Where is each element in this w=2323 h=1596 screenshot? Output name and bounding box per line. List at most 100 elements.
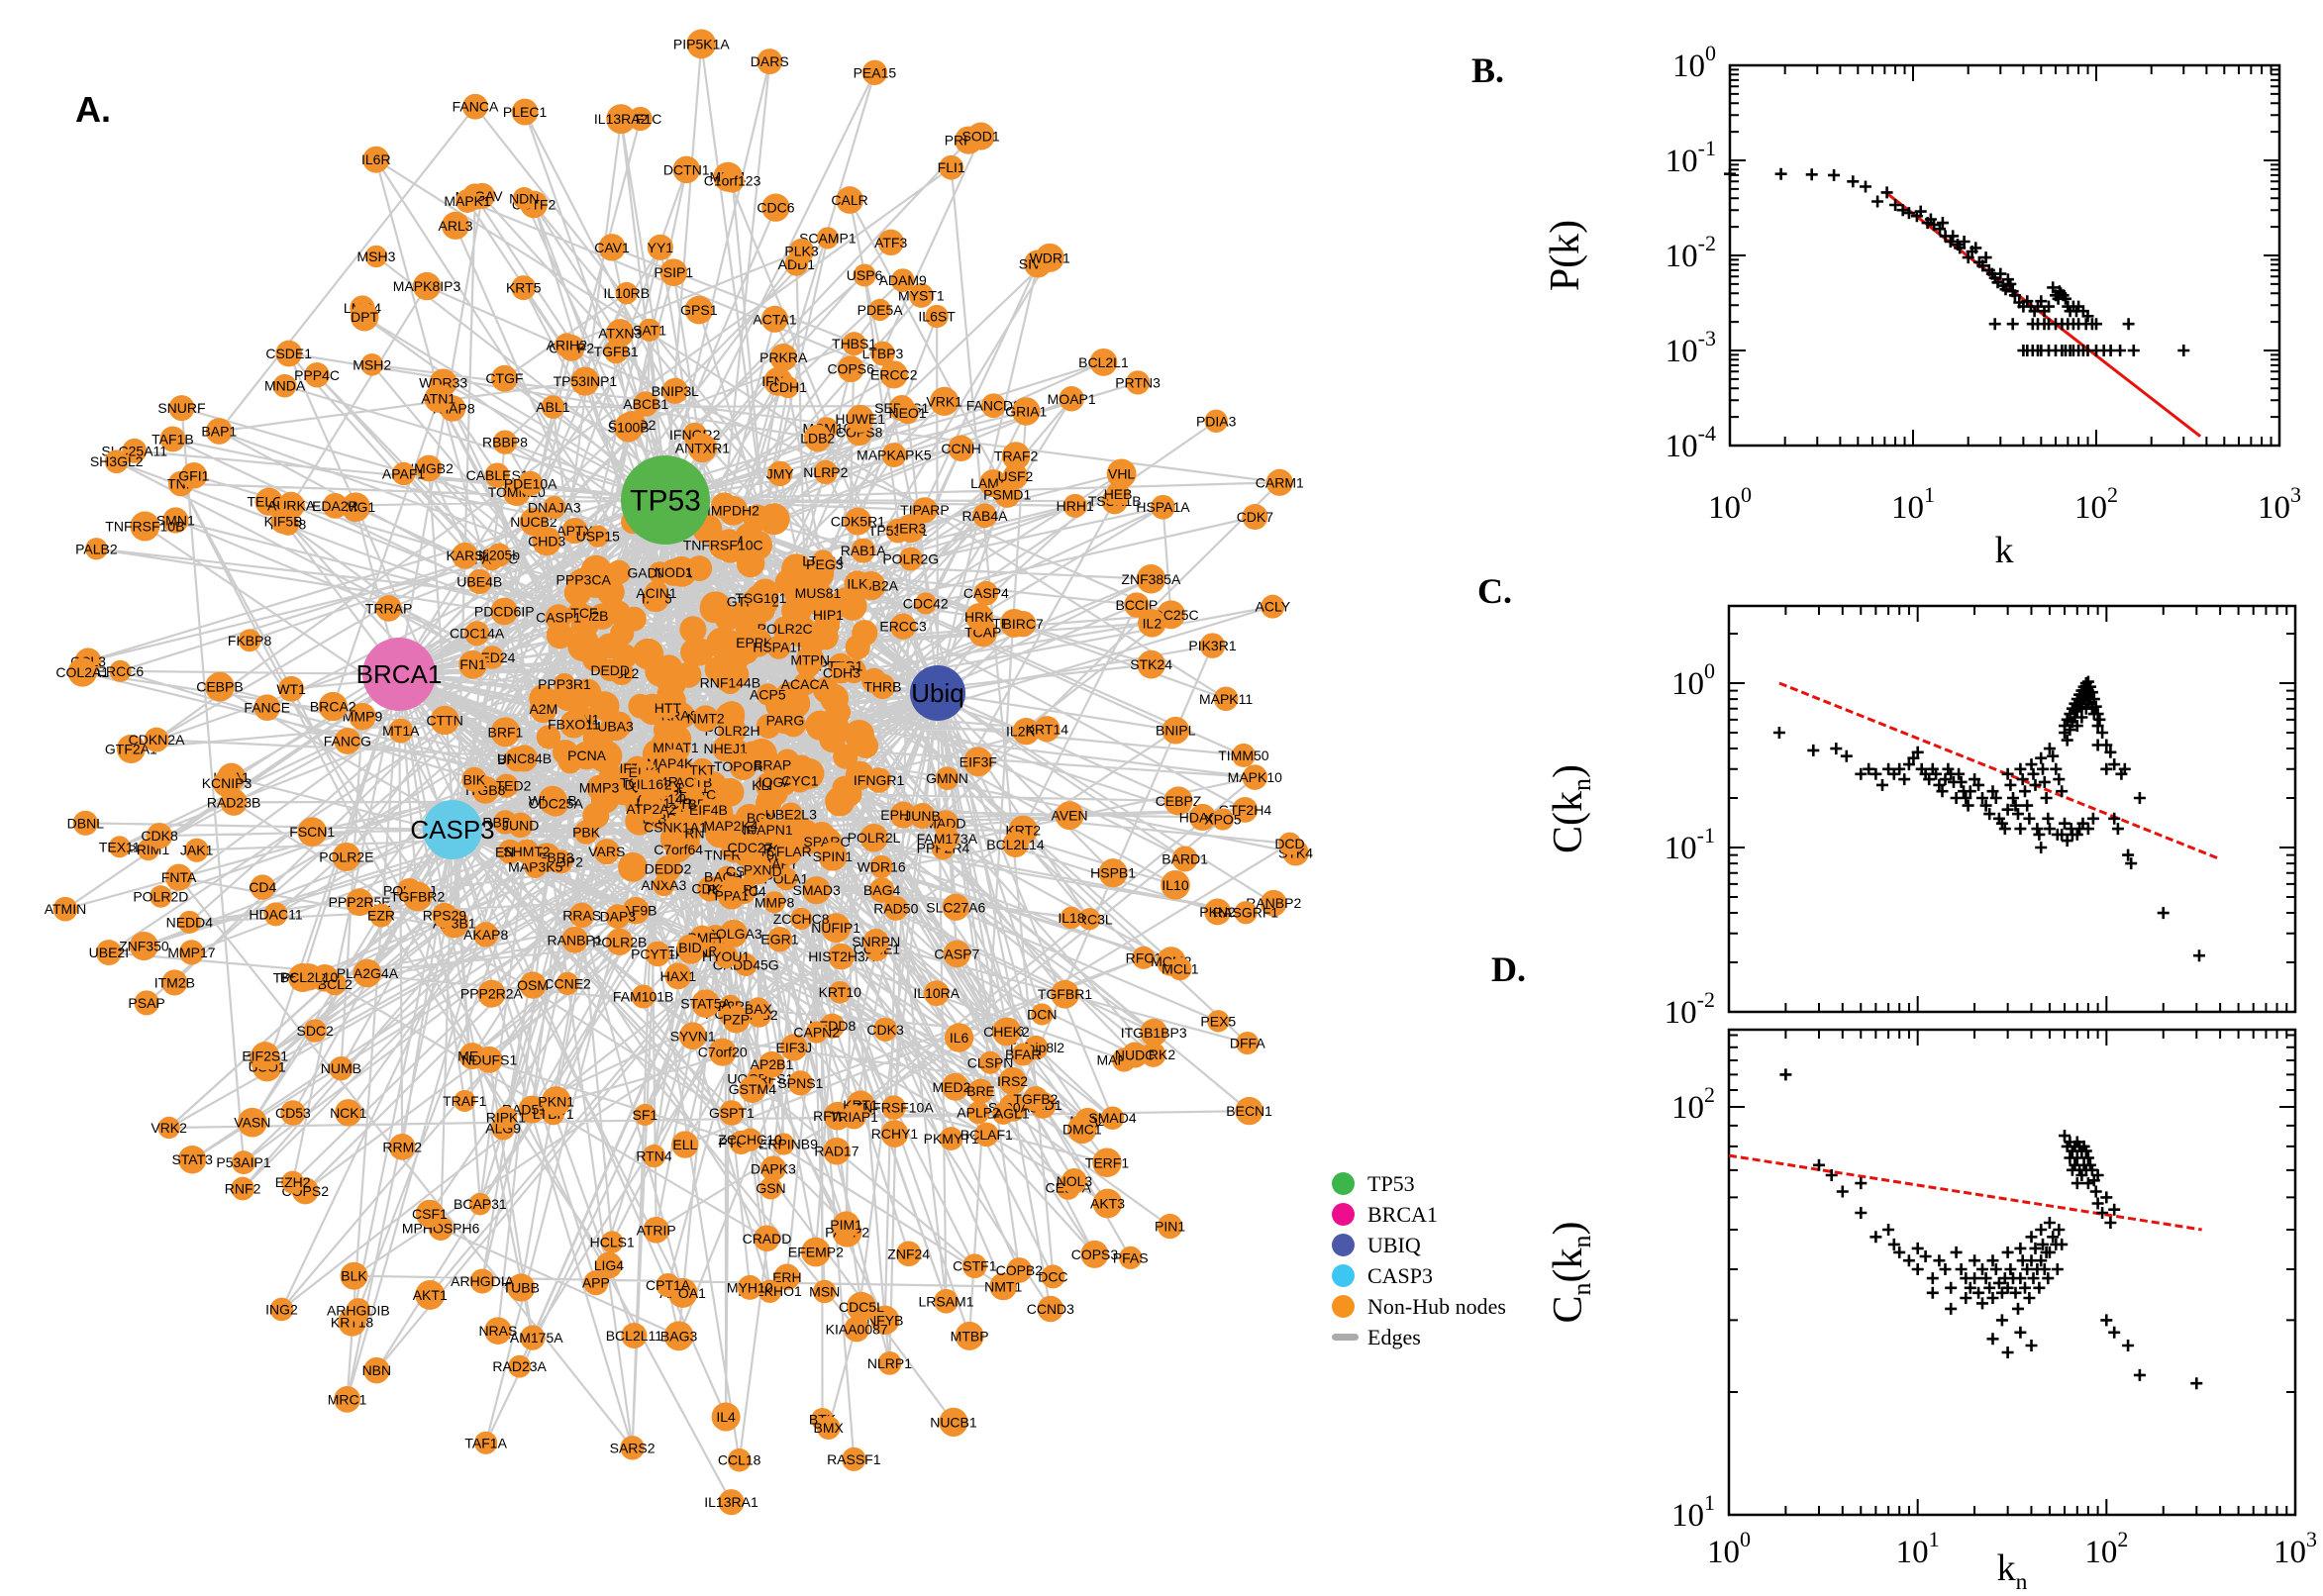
node-label: NOD1 (655, 564, 693, 580)
network-node: MYH10 (727, 1274, 773, 1300)
node-label: BFAR (1005, 1047, 1042, 1062)
network-node: KARS (446, 542, 484, 569)
network-node: ITM2B (154, 969, 195, 996)
node-label: CCL18 (718, 1452, 761, 1468)
node-label: KIAA0087 (826, 1321, 888, 1337)
network-node: VARS (588, 839, 625, 865)
node-label: PLAGL1 (977, 1106, 1030, 1122)
network-node: GMNN (926, 766, 968, 790)
node-label: JUNB (904, 808, 941, 824)
network-node: JMY (766, 460, 795, 487)
node-label: CASP1 (536, 610, 581, 626)
node-label: SNRPN (852, 934, 900, 949)
node-label: LTBP3 (862, 346, 904, 361)
node-label: CAPN2 (793, 1025, 840, 1041)
node-label: PFAS (1113, 1249, 1149, 1265)
network-node: CDK5R1 (831, 507, 885, 536)
node-label: AKT1 (413, 1287, 448, 1303)
network-node: BAG4 (863, 877, 900, 903)
node-label: CRADD (743, 1231, 792, 1247)
network-node: PIN1 (1155, 1213, 1185, 1240)
network-node: FKBP8 (228, 629, 271, 652)
network-node (618, 851, 648, 882)
network-node: THRB (863, 673, 901, 700)
node-label: SDC2 (296, 1023, 334, 1039)
network-node: TGFBR1 (1038, 979, 1092, 1009)
node-label: ARL3 (439, 218, 473, 234)
network-node: DCTN1 (663, 155, 710, 184)
network-node: EIF4B (689, 798, 728, 822)
node-label: EIF3F (960, 753, 997, 769)
node-label: TUBB (503, 1279, 540, 1295)
network-node: ACLY (1256, 594, 1291, 619)
node-label: VARS (588, 844, 625, 859)
network-node: CCNH (941, 435, 981, 462)
network-node: CCL18 (718, 1447, 761, 1472)
node-label: NLRP2 (803, 464, 848, 480)
network-node: PXN (743, 855, 772, 885)
y-tick-label: 101 (1671, 1490, 1715, 1534)
network-node: STAT3 (171, 1146, 213, 1174)
node-label: APP (582, 1275, 610, 1291)
node-label: CDK7 (1237, 509, 1274, 525)
network-node: BRCA2 (310, 691, 356, 722)
network-node: RRM2 (382, 1133, 422, 1160)
network-node: CAPN1 (747, 816, 793, 844)
network-node: BIK (461, 766, 487, 792)
node-label: MOAP1 (1048, 391, 1096, 407)
node-label: ABL1 (536, 399, 569, 415)
node-label: ZNF385A (1121, 571, 1181, 587)
network-node: MMP3 (579, 774, 619, 801)
network-node: RANBP1 (548, 926, 603, 953)
node-label: TGFBR1 (1038, 986, 1092, 1002)
network-node: DAPK3 (751, 1155, 796, 1182)
network-node: MT1A (382, 718, 420, 744)
network-node: BIRC7 (1003, 611, 1044, 638)
network-node: UBE4B (456, 568, 502, 595)
node-label: JMY (766, 465, 795, 481)
network-node: MNDA (264, 373, 306, 398)
network-node: CASP7 (934, 940, 980, 968)
network-node: ZNF385A (1121, 564, 1181, 594)
node-label: PXN (744, 862, 772, 878)
network-node: NCK1 (330, 1099, 367, 1127)
network-node: HTT (655, 696, 681, 719)
node-label: ING2 (265, 1301, 298, 1317)
node-label: DEDD2 (645, 860, 692, 876)
network-node: KRT10 (819, 980, 861, 1004)
network-node: TNFRSF10B (105, 511, 184, 542)
node-label: TIPARP (900, 502, 950, 518)
network-node: BAX (745, 997, 772, 1021)
network-node: HRK (964, 603, 994, 631)
network-node: ING2 (265, 1297, 298, 1322)
network-node: VRK1 (926, 386, 962, 416)
node-label: JAK1 (180, 843, 214, 858)
node-label: ITM2B (154, 974, 195, 990)
node-label: SYVN1 (670, 1028, 716, 1044)
node-label: FANCE (244, 700, 290, 716)
node-label: MNAT1 (653, 740, 699, 755)
node-label: IL16 (637, 776, 663, 792)
node-label: RNF2 (225, 1181, 261, 1197)
node-label: CLSPN (967, 1054, 1014, 1070)
network-node: ATN1 (421, 384, 455, 413)
node-label: EFEMP2 (788, 1245, 844, 1260)
x-tick-label: 102 (2074, 482, 2118, 526)
node-label: CYC1 (781, 772, 819, 788)
network-node: UBE2I (89, 940, 129, 966)
network-node: FBXO11 (548, 710, 600, 739)
node-label: MSH3 (356, 249, 395, 264)
node-label: FANCD2 (966, 398, 1021, 414)
network-node: TUBB (503, 1273, 540, 1302)
network-node: ITGB1BP3 (1121, 1018, 1187, 1047)
network-node: AKT1 (413, 1279, 448, 1310)
legend-item-ubiq: UBIQ (1332, 1233, 1506, 1257)
network-node: TEX11 (99, 836, 141, 858)
node-label: FAM175A (502, 1330, 563, 1346)
network-node: CDH1 (769, 375, 807, 399)
node-label: NUMB (321, 1060, 361, 1076)
node-label: CDC25A (529, 796, 584, 812)
network-node: COPB2 (996, 1257, 1043, 1283)
node-label: UNC84B (497, 750, 552, 766)
